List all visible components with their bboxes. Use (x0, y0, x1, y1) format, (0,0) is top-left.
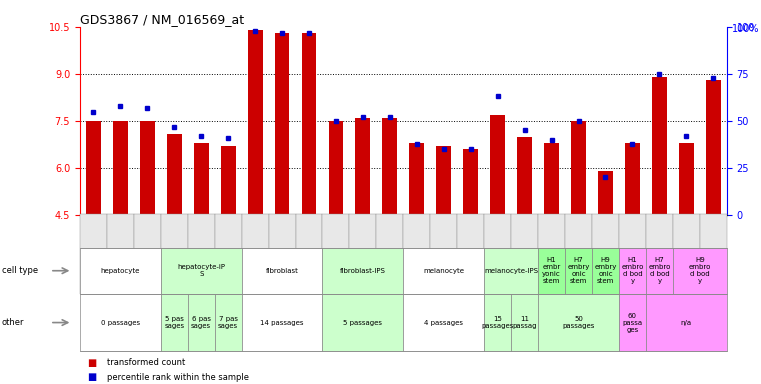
Bar (436, 146, 451, 215)
Text: 100%: 100% (732, 24, 759, 34)
Text: 14 passages: 14 passages (260, 319, 304, 326)
Bar (113, 121, 128, 215)
Text: percentile rank within the sample: percentile rank within the sample (107, 372, 249, 382)
Text: ■: ■ (88, 372, 97, 382)
Bar (355, 118, 371, 215)
Bar (140, 121, 154, 215)
Text: fibroblast: fibroblast (266, 268, 298, 274)
Text: 5 passages: 5 passages (343, 319, 382, 326)
Bar (167, 134, 182, 215)
Text: 4 passages: 4 passages (425, 319, 463, 326)
Text: 60
passa
ges: 60 passa ges (622, 313, 642, 333)
Text: H1
embr
yonic
stem: H1 embr yonic stem (542, 257, 561, 284)
Bar (679, 143, 694, 215)
Text: 5 pas
sages: 5 pas sages (164, 316, 184, 329)
Bar (194, 143, 209, 215)
Bar (409, 143, 424, 215)
Text: 0 passages: 0 passages (100, 319, 140, 326)
Text: melanocyte-IPS: melanocyte-IPS (484, 268, 538, 274)
Text: transformed count: transformed count (107, 358, 185, 367)
Bar (383, 118, 397, 215)
Bar (329, 121, 343, 215)
Text: n/a: n/a (681, 319, 692, 326)
Text: other: other (2, 318, 24, 327)
Bar (571, 121, 586, 215)
Bar (652, 77, 667, 215)
Bar (301, 33, 317, 215)
Text: hepatocyte-iP
S: hepatocyte-iP S (177, 264, 225, 277)
Bar (247, 30, 263, 215)
Bar (86, 121, 100, 215)
Text: 50
passages: 50 passages (562, 316, 594, 329)
Text: H7
embro
d bod
y: H7 embro d bod y (648, 257, 670, 284)
Bar (463, 149, 478, 215)
Bar (544, 143, 559, 215)
Bar (598, 171, 613, 215)
Text: H9
embro
d bod
y: H9 embro d bod y (689, 257, 711, 284)
Text: H7
embry
onic
stem: H7 embry onic stem (568, 257, 590, 284)
Text: hepatocyte: hepatocyte (100, 268, 140, 274)
Text: 15
passages: 15 passages (482, 316, 514, 329)
Bar (517, 137, 532, 215)
Text: fibroblast-IPS: fibroblast-IPS (340, 268, 386, 274)
Text: 7 pas
sages: 7 pas sages (218, 316, 238, 329)
Text: GDS3867 / NM_016569_at: GDS3867 / NM_016569_at (80, 13, 244, 26)
Bar (221, 146, 236, 215)
Text: 6 pas
sages: 6 pas sages (191, 316, 212, 329)
Text: H9
embry
onic
stem: H9 embry onic stem (594, 257, 616, 284)
Text: 11
passag: 11 passag (512, 316, 537, 329)
Text: H1
embro
d bod
y: H1 embro d bod y (621, 257, 644, 284)
Bar (275, 33, 289, 215)
Text: ■: ■ (88, 358, 97, 368)
Text: cell type: cell type (2, 266, 37, 275)
Text: melanocyte: melanocyte (423, 268, 464, 274)
Bar (625, 143, 640, 215)
Bar (490, 115, 505, 215)
Bar (706, 80, 721, 215)
